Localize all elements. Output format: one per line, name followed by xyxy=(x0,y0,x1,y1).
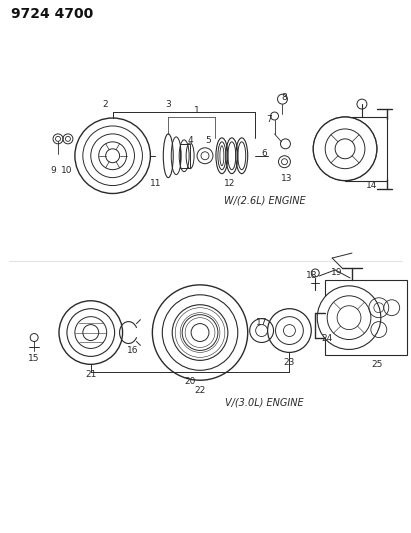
Text: 15: 15 xyxy=(28,354,40,364)
Text: W/(2.6L) ENGINE: W/(2.6L) ENGINE xyxy=(224,196,305,206)
Text: 6: 6 xyxy=(262,149,268,158)
Text: 23: 23 xyxy=(284,358,295,367)
Text: 2: 2 xyxy=(102,100,108,109)
Text: 11: 11 xyxy=(150,179,161,188)
Text: 14: 14 xyxy=(366,181,378,190)
Text: 16: 16 xyxy=(127,346,138,356)
Text: 25: 25 xyxy=(371,360,383,369)
Text: 12: 12 xyxy=(224,179,236,188)
Text: 20: 20 xyxy=(185,377,196,386)
Text: 19: 19 xyxy=(331,268,343,277)
Bar xyxy=(345,117,387,181)
Text: 1: 1 xyxy=(194,106,200,115)
Text: 9724 4700: 9724 4700 xyxy=(12,7,94,21)
Text: 22: 22 xyxy=(194,386,206,395)
Circle shape xyxy=(313,117,377,181)
Text: 18: 18 xyxy=(305,271,317,280)
Text: 4: 4 xyxy=(187,136,193,145)
Bar xyxy=(180,144,190,168)
Text: 13: 13 xyxy=(281,174,292,183)
Text: 7: 7 xyxy=(267,115,272,124)
Text: 9: 9 xyxy=(50,166,56,175)
Text: 8: 8 xyxy=(282,93,287,102)
Text: 24: 24 xyxy=(321,334,333,343)
Text: 17: 17 xyxy=(256,318,268,327)
Text: 10: 10 xyxy=(61,166,73,175)
Text: 21: 21 xyxy=(85,370,97,379)
Text: 3: 3 xyxy=(165,100,171,109)
Text: V/(3.0L) ENGINE: V/(3.0L) ENGINE xyxy=(225,397,304,407)
Circle shape xyxy=(317,286,381,350)
Bar xyxy=(325,280,406,356)
Text: 5: 5 xyxy=(205,136,211,145)
